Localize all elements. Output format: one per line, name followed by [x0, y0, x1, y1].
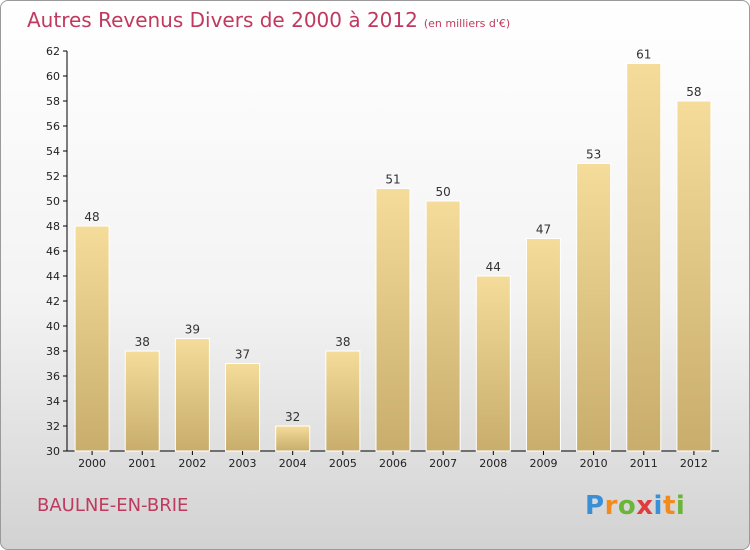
bar-2000	[74, 225, 110, 452]
bar-2009	[525, 238, 561, 452]
bar-2004	[275, 425, 311, 452]
bar-value-2011: 61	[636, 48, 651, 62]
x-tick-label-2008: 2008	[479, 457, 507, 470]
x-tick-label-2004: 2004	[279, 457, 307, 470]
chart-title-text: Autres Revenus Divers de 2000 à 2012	[27, 8, 418, 32]
bar-2010	[576, 163, 612, 452]
y-tick-label-56: 56	[46, 120, 60, 133]
x-tick-label-2005: 2005	[329, 457, 357, 470]
bar-value-2012: 58	[686, 85, 701, 99]
proxiti-logo: Proxiti	[585, 491, 685, 521]
y-tick-label-58: 58	[46, 95, 60, 108]
y-tick-label-40: 40	[46, 320, 60, 333]
y-tick-label-60: 60	[46, 70, 60, 83]
x-tick-label-2007: 2007	[429, 457, 457, 470]
x-tick-label-2010: 2010	[580, 457, 608, 470]
bar-value-2003: 37	[235, 348, 250, 362]
bar-2006	[375, 188, 411, 452]
y-tick-label-48: 48	[46, 220, 60, 233]
chart-subtitle: (en milliers d'€)	[423, 17, 511, 30]
bar-value-2002: 39	[185, 323, 200, 337]
logo-letter: i	[675, 491, 686, 521]
x-tick-label-2009: 2009	[529, 457, 557, 470]
x-tick-label-2001: 2001	[128, 457, 156, 470]
logo-letter: x	[636, 491, 654, 521]
y-tick-label-36: 36	[46, 370, 60, 383]
x-tick-label-2000: 2000	[78, 457, 106, 470]
y-tick-label-30: 30	[46, 445, 60, 458]
bar-value-2005: 38	[335, 335, 350, 349]
bar-value-2007: 50	[436, 185, 451, 199]
commune-name: BAULNE-EN-BRIE	[37, 495, 189, 516]
bar-2002	[174, 338, 210, 452]
bar-2001	[124, 350, 160, 452]
y-tick-label-38: 38	[46, 345, 60, 358]
bar-value-2008: 44	[486, 260, 501, 274]
y-tick-label-52: 52	[46, 170, 60, 183]
bar-value-2009: 47	[536, 223, 551, 237]
y-tick-label-46: 46	[46, 245, 60, 258]
x-tick-label-2003: 2003	[229, 457, 257, 470]
bar-2011	[626, 63, 662, 452]
logo-letter: t	[662, 491, 676, 521]
chart-title: Autres Revenus Divers de 2000 à 2012 (en …	[27, 8, 510, 32]
bar-value-2004: 32	[285, 410, 300, 424]
bar-2008	[475, 275, 511, 452]
y-tick-label-54: 54	[46, 145, 60, 158]
logo-letter: i	[653, 491, 663, 521]
x-tick-label-2011: 2011	[630, 457, 658, 470]
y-tick-label-44: 44	[46, 270, 60, 283]
y-tick-label-42: 42	[46, 295, 60, 308]
x-tick-label-2002: 2002	[178, 457, 206, 470]
y-tick-label-62: 62	[46, 45, 60, 58]
bar-2003	[225, 363, 261, 452]
bar-value-2001: 38	[135, 335, 150, 349]
bar-2005	[325, 350, 361, 452]
bar-value-2010: 53	[586, 148, 601, 162]
bar-value-2000: 48	[84, 210, 99, 224]
y-tick-label-32: 32	[46, 420, 60, 433]
bar-value-2006: 51	[385, 173, 400, 187]
bar-2007	[425, 200, 461, 452]
y-tick-label-34: 34	[46, 395, 60, 408]
x-tick-label-2006: 2006	[379, 457, 407, 470]
bar-2012	[676, 100, 712, 452]
logo-letter: r	[604, 491, 618, 521]
logo-letter: P	[585, 491, 605, 521]
logo-letter: o	[617, 491, 637, 521]
x-tick-label-2012: 2012	[680, 457, 708, 470]
y-tick-label-50: 50	[46, 195, 60, 208]
